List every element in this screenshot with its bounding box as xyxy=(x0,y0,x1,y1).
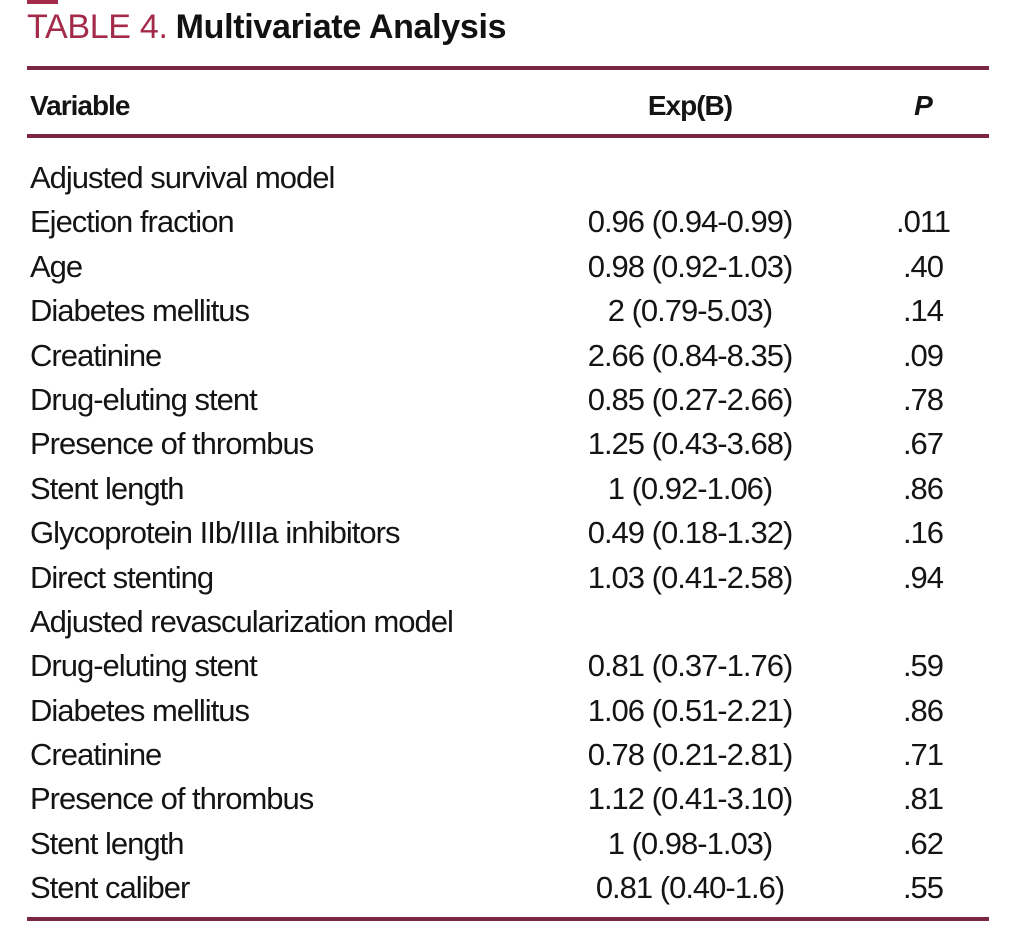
expb-cell: 0.85 (0.27-2.66) xyxy=(587,381,794,417)
variable-cell: Direct stenting xyxy=(30,559,214,595)
p-cell: .78 xyxy=(902,381,944,417)
p-cell: .81 xyxy=(902,781,944,817)
expb-cell: 0.81 (0.37-1.76) xyxy=(587,648,794,684)
variable-cell: Stent length xyxy=(30,470,184,506)
column-header-expb: Exp(B) xyxy=(647,90,733,121)
variable-cell: Stent length xyxy=(30,825,184,861)
expb-cell: 1.03 (0.41-2.58) xyxy=(587,559,794,595)
expb-cell: 1.25 (0.43-3.68) xyxy=(587,426,794,462)
table-row: Presence of thrombus 1.25 (0.43-3.68) .6… xyxy=(27,422,989,466)
p-cell: .011 xyxy=(895,204,951,240)
p-cell: .55 xyxy=(902,870,944,906)
variable-cell: Adjusted survival model xyxy=(30,160,335,195)
rule-bottom xyxy=(27,917,989,921)
expb-cell: 0.49 (0.18-1.32) xyxy=(587,515,794,551)
table-row: Ejection fraction 0.96 (0.94-0.99) .011 xyxy=(27,200,989,244)
table-header-row: Variable Exp(B) P xyxy=(27,84,989,128)
table-row: Creatinine 2.66 (0.84-8.35) .09 xyxy=(27,334,989,378)
p-cell: .40 xyxy=(902,248,944,284)
variable-cell: Adjusted revascularization model xyxy=(30,603,454,639)
variable-cell: Creatinine xyxy=(30,737,162,773)
expb-cell: 0.98 (0.92-1.03) xyxy=(587,248,794,284)
expb-cell: 1.06 (0.51-2.21) xyxy=(587,692,794,728)
table-row: Direct stenting 1.03 (0.41-2.58) .94 xyxy=(27,556,989,600)
table-row: Glycoprotein IIb/IIIa inhibitors 0.49 (0… xyxy=(27,511,989,555)
variable-cell: Presence of thrombus xyxy=(30,426,314,462)
expb-cell: 0.78 (0.21-2.81) xyxy=(587,737,794,773)
table-number-label: TABLE 4. xyxy=(27,8,168,46)
p-cell: .09 xyxy=(902,337,944,373)
p-cell: .86 xyxy=(902,692,944,728)
column-header-p: P xyxy=(914,90,933,121)
p-cell: .67 xyxy=(902,426,944,462)
table-row: Diabetes mellitus 1.06 (0.51-2.21) .86 xyxy=(27,689,989,733)
expb-cell: 0.96 (0.94-0.99) xyxy=(587,204,794,240)
variable-cell: Glycoprotein IIb/IIIa inhibitors xyxy=(30,515,400,551)
table-row: Presence of thrombus 1.12 (0.41-3.10) .8… xyxy=(27,777,989,821)
table-row: Age 0.98 (0.92-1.03) .40 xyxy=(27,245,989,289)
variable-cell: Ejection fraction xyxy=(30,204,235,240)
table-title: TABLE 4. Multivariate Analysis xyxy=(27,7,507,47)
table-row: Drug-eluting stent 0.81 (0.37-1.76) .59 xyxy=(27,644,989,688)
variable-cell: Drug-eluting stent xyxy=(30,381,258,417)
variable-cell: Stent caliber xyxy=(30,870,190,906)
expb-cell: 1 (0.98-1.03) xyxy=(607,825,774,861)
variable-cell: Diabetes mellitus xyxy=(30,692,250,728)
p-cell: .59 xyxy=(902,648,944,684)
table-row: Diabetes mellitus 2 (0.79-5.03) .14 xyxy=(27,289,989,333)
table-body: Adjusted survival model Ejection fractio… xyxy=(27,156,989,911)
variable-cell: Presence of thrombus xyxy=(30,781,314,817)
expb-cell: 1 (0.92-1.06) xyxy=(607,470,774,506)
top-left-accent-bar xyxy=(27,0,58,4)
table-row: Drug-eluting stent 0.85 (0.27-2.66) .78 xyxy=(27,378,989,422)
expb-cell: 2 (0.79-5.03) xyxy=(607,293,774,329)
variable-cell: Drug-eluting stent xyxy=(30,648,258,684)
expb-cell: 2.66 (0.84-8.35) xyxy=(587,337,794,373)
p-cell: .14 xyxy=(902,293,944,329)
table-row: Stent caliber 0.81 (0.40-1.6) .55 xyxy=(27,866,989,910)
table-row: Stent length 1 (0.98-1.03) .62 xyxy=(27,822,989,866)
rule-below-header xyxy=(27,134,989,138)
p-cell: .16 xyxy=(902,515,944,551)
p-cell: .62 xyxy=(902,825,944,861)
table-row: Adjusted survival model xyxy=(27,156,989,200)
p-cell: .94 xyxy=(902,559,944,595)
column-header-variable: Variable xyxy=(30,90,130,121)
variable-cell: Diabetes mellitus xyxy=(30,293,250,329)
table-row: Creatinine 0.78 (0.21-2.81) .71 xyxy=(27,733,989,777)
table-row: Adjusted revascularization model xyxy=(27,600,989,644)
variable-cell: Age xyxy=(30,248,83,284)
table-row: Stent length 1 (0.92-1.06) .86 xyxy=(27,467,989,511)
expb-cell: 1.12 (0.41-3.10) xyxy=(587,781,794,817)
p-cell: .71 xyxy=(902,737,944,773)
table-name: Multivariate Analysis xyxy=(175,8,507,46)
p-cell: .86 xyxy=(902,470,944,506)
variable-cell: Creatinine xyxy=(30,337,162,373)
expb-cell: 0.81 (0.40-1.6) xyxy=(595,870,785,906)
rule-top xyxy=(27,66,989,70)
